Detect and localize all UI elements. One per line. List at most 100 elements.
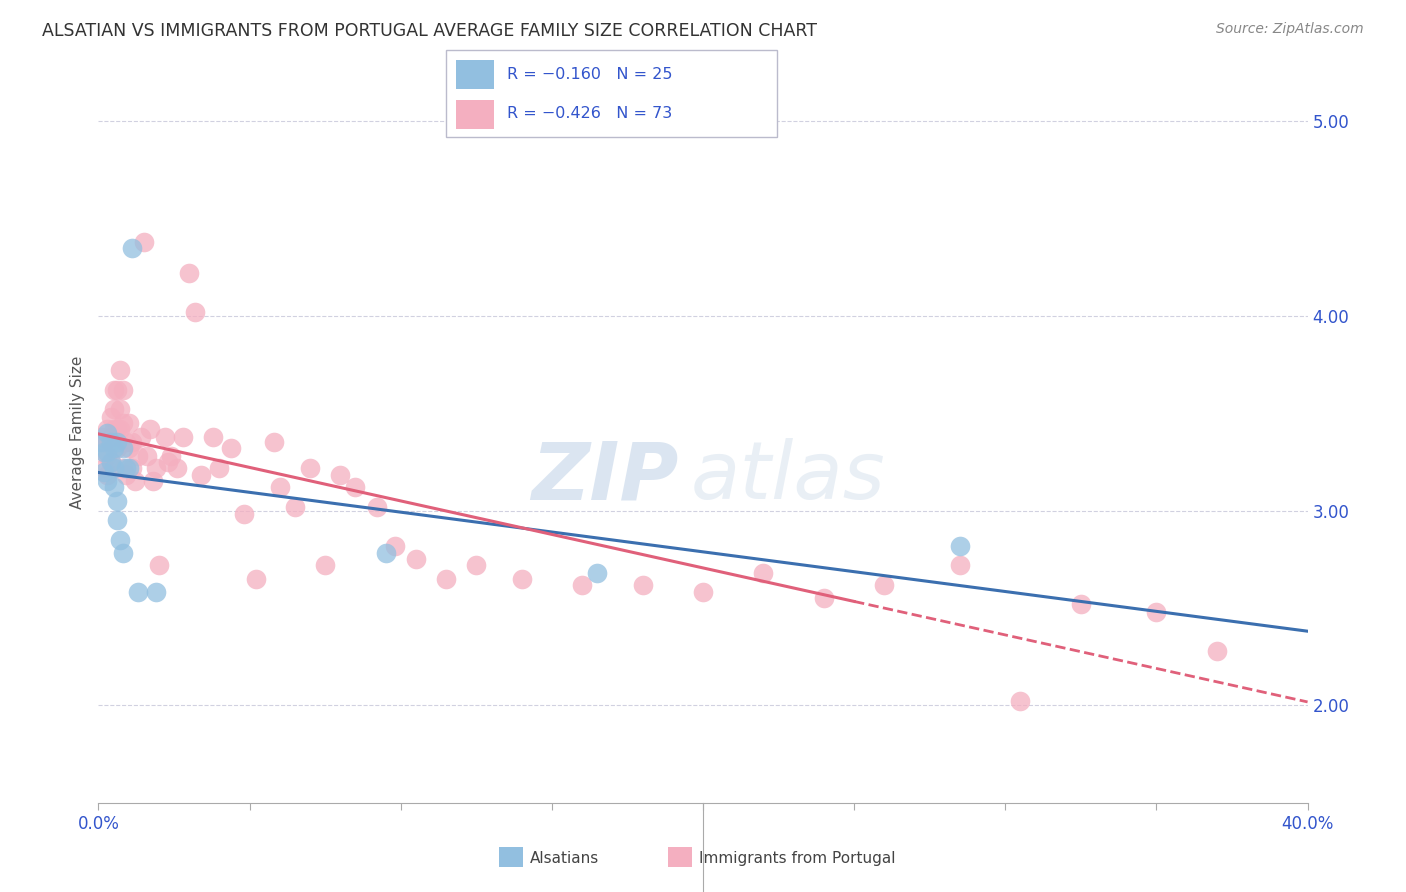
Point (374, 546, 396, 560)
Point (103, 383, 125, 397)
Point (184, 305, 207, 319)
Text: Source: ZipAtlas.com: Source: ZipAtlas.com (1216, 22, 1364, 37)
Point (111, 546, 134, 560)
Point (631, 577, 654, 591)
Point (111, 416, 134, 430)
Point (93, 435, 115, 450)
Point (202, 429, 225, 443)
Point (692, 585, 714, 599)
Point (114, 435, 136, 450)
Point (121, 460, 143, 475)
Point (434, 572, 457, 586)
FancyBboxPatch shape (457, 60, 494, 89)
Point (93, 445, 115, 459)
Point (1144, 605, 1167, 619)
Text: Alsatians: Alsatians (530, 851, 599, 865)
Point (111, 460, 134, 475)
Text: atlas: atlas (690, 438, 886, 516)
Point (139, 422, 162, 436)
Point (105, 493, 128, 508)
Point (129, 429, 152, 443)
Point (1070, 597, 1092, 611)
Y-axis label: Average Family Size: Average Family Size (70, 356, 86, 509)
Point (232, 508, 254, 522)
FancyBboxPatch shape (446, 50, 778, 137)
Point (96, 468, 118, 483)
Point (949, 539, 972, 553)
Point (166, 460, 188, 475)
Point (100, 410, 122, 425)
Point (221, 441, 243, 455)
Point (108, 533, 131, 547)
Point (105, 435, 128, 450)
Point (145, 460, 167, 475)
Point (103, 402, 125, 417)
Point (100, 455, 122, 469)
Point (108, 422, 131, 436)
Point (118, 416, 141, 430)
Point (108, 402, 131, 417)
Point (105, 383, 128, 397)
Point (132, 235, 155, 249)
Point (105, 422, 128, 436)
Point (299, 460, 322, 475)
Point (103, 480, 125, 494)
Point (127, 449, 149, 463)
Text: Immigrants from Portugal: Immigrants from Portugal (699, 851, 896, 865)
Point (114, 460, 136, 475)
Point (100, 435, 122, 450)
Point (135, 449, 157, 463)
Point (949, 558, 972, 573)
Text: R = −0.426   N = 73: R = −0.426 N = 73 (508, 106, 672, 120)
Point (108, 363, 131, 377)
Point (121, 240, 143, 255)
Point (90, 435, 112, 450)
Point (103, 441, 125, 455)
Point (96, 445, 118, 459)
Point (405, 552, 427, 566)
Text: ZIP: ZIP (531, 438, 679, 516)
Point (142, 475, 165, 489)
Point (208, 460, 231, 475)
Point (118, 441, 141, 455)
Point (1010, 694, 1032, 708)
Point (118, 460, 141, 475)
Point (160, 449, 183, 463)
FancyBboxPatch shape (499, 847, 523, 867)
Point (127, 585, 149, 599)
Point (873, 577, 896, 591)
Point (153, 429, 176, 443)
Point (156, 455, 179, 469)
Point (245, 572, 267, 586)
Point (284, 500, 307, 514)
Point (96, 475, 118, 489)
Point (100, 429, 122, 443)
Point (103, 460, 125, 475)
Point (145, 585, 167, 599)
Point (103, 422, 125, 436)
Point (752, 566, 775, 580)
FancyBboxPatch shape (457, 100, 494, 129)
Point (263, 435, 285, 450)
Point (1206, 644, 1229, 658)
Point (384, 539, 406, 553)
Point (269, 480, 291, 494)
Point (465, 558, 488, 573)
Point (190, 468, 212, 483)
Point (366, 500, 388, 514)
Point (344, 480, 367, 494)
Point (105, 513, 128, 527)
FancyBboxPatch shape (668, 847, 692, 867)
Point (96, 422, 118, 436)
Point (93, 465, 115, 479)
Point (148, 558, 170, 573)
Point (90, 429, 112, 443)
Point (124, 475, 146, 489)
Point (329, 468, 352, 483)
Point (813, 591, 835, 606)
Point (114, 468, 136, 483)
Point (571, 577, 593, 591)
Point (172, 429, 194, 443)
Point (93, 460, 115, 475)
Point (121, 435, 143, 450)
